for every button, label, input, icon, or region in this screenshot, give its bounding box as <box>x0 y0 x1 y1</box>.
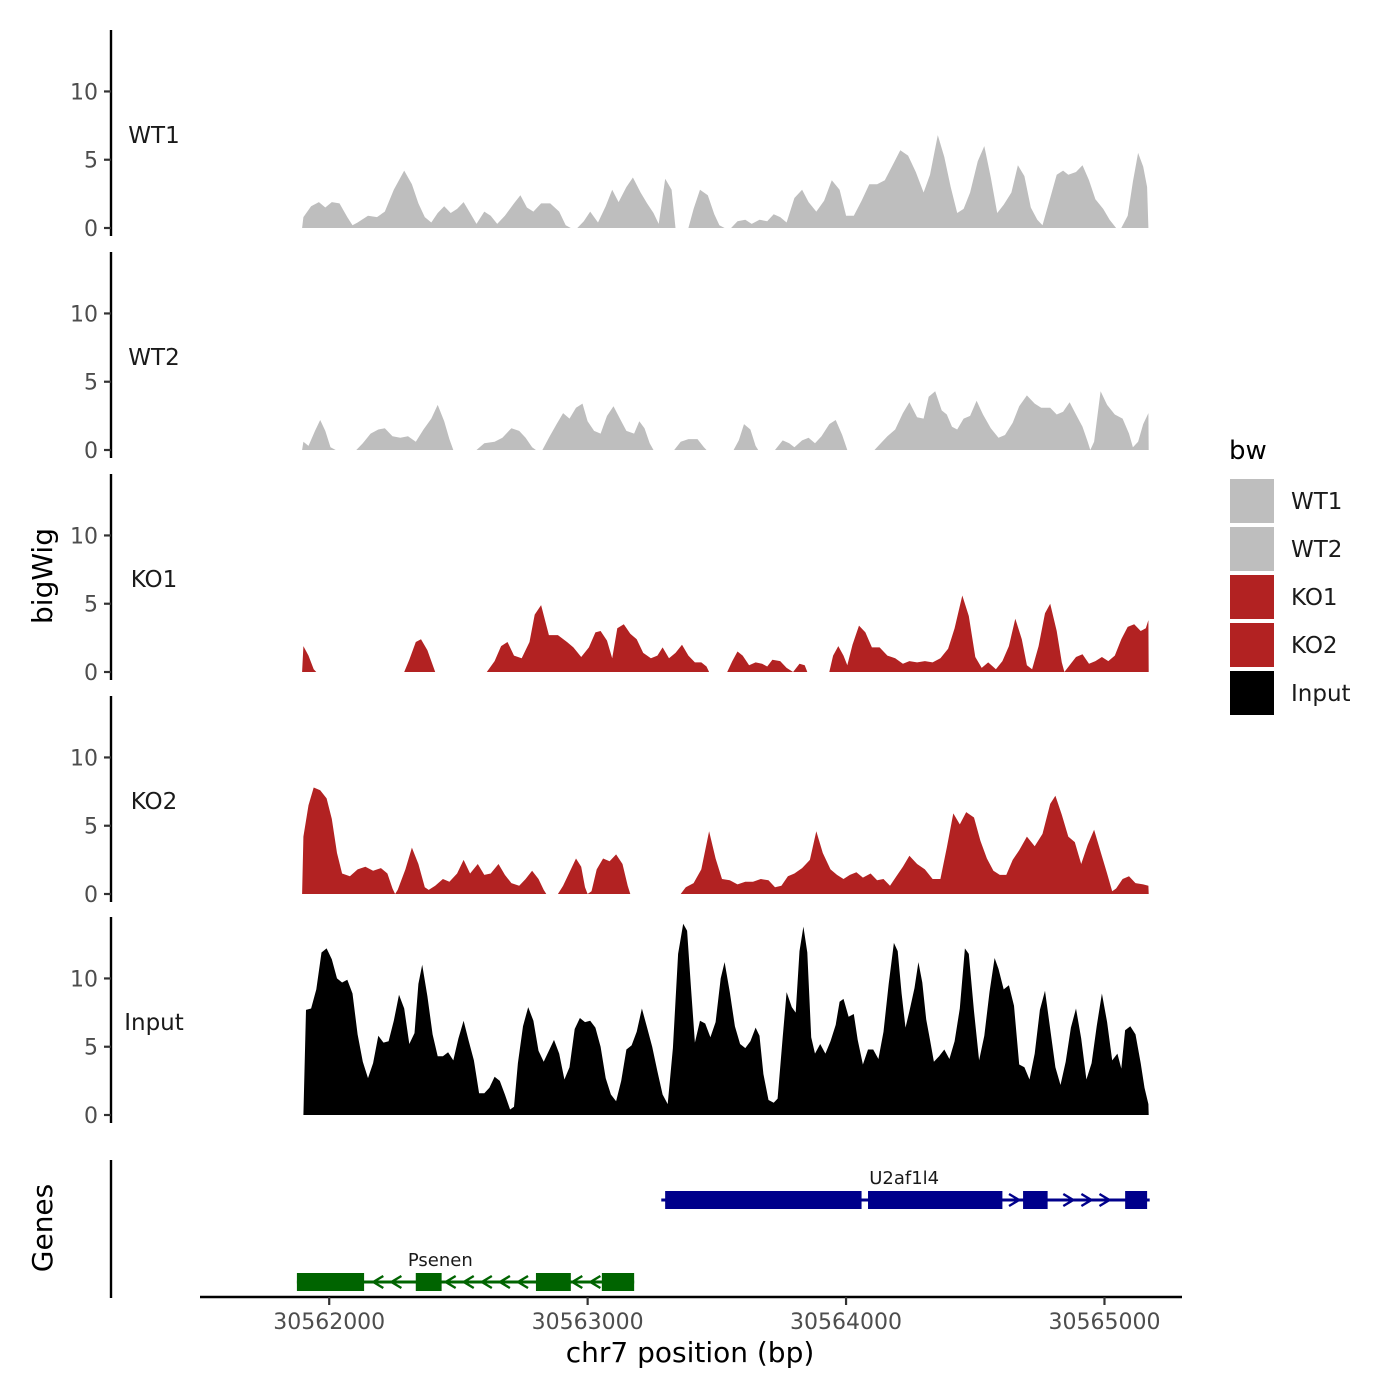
track-label: Input <box>124 1010 184 1036</box>
panel-wt2: 0 5 10 WT2 <box>70 252 1149 464</box>
x-axis: 30562000 30563000 30564000 30565000 <box>200 1295 1182 1335</box>
strand-arrow <box>515 1274 529 1290</box>
legend: bw WT1 WT2 KO1 KO2 Input <box>1229 436 1351 715</box>
gene-exon <box>868 1191 1003 1209</box>
y-axis-title: bigWig <box>26 528 59 624</box>
coverage-area-input <box>303 923 1149 1115</box>
panel-wt1: 0 5 10 WT1 <box>70 30 1149 242</box>
gene-exon <box>665 1191 862 1209</box>
gene-u2af1l4: U2af1l4 <box>661 1168 1150 1209</box>
legend-key-ko1 <box>1230 575 1274 619</box>
gene-label: U2af1l4 <box>869 1168 939 1189</box>
gene-exon <box>1023 1191 1048 1209</box>
y-tick-label: 5 <box>84 1036 98 1061</box>
y-tick-label: 5 <box>84 593 98 618</box>
strand-arrow <box>1080 1192 1094 1208</box>
legend-key-wt1 <box>1230 479 1274 523</box>
gene-track: Psenen U2af1l4 <box>109 1160 1150 1298</box>
y-tick-label: 10 <box>70 302 98 327</box>
track-label: KO2 <box>131 789 178 815</box>
legend-label: WT1 <box>1291 489 1342 515</box>
legend-key-input <box>1230 671 1274 715</box>
genes-axis-title: Genes <box>26 1184 59 1272</box>
coverage-area-wt2 <box>302 391 1149 450</box>
strand-arrow <box>370 1274 384 1290</box>
y-tick-label: 5 <box>84 149 98 174</box>
strand-arrow <box>497 1274 511 1290</box>
panel-input: 0 5 10 Input <box>70 917 1149 1129</box>
y-tick-label: 10 <box>70 746 98 771</box>
coverage-area-ko1 <box>302 595 1149 672</box>
strand-arrow <box>1062 1192 1076 1208</box>
legend-label: KO2 <box>1291 633 1338 659</box>
panel-ko1: 0 5 10 KO1 <box>70 474 1149 686</box>
track-label: WT2 <box>128 345 179 371</box>
legend-label: Input <box>1291 681 1351 707</box>
legend-label: WT2 <box>1291 537 1342 563</box>
y-tick-label: 10 <box>70 524 98 549</box>
gene-exon <box>1125 1191 1148 1209</box>
track-label: KO1 <box>131 567 178 593</box>
x-tick-label: 30565000 <box>1048 1310 1160 1335</box>
x-axis-title: chr7 position (bp) <box>566 1336 815 1369</box>
gene-label: Psenen <box>408 1250 473 1271</box>
legend-label: KO1 <box>1291 585 1338 611</box>
strand-arrow <box>479 1274 493 1290</box>
x-tick-label: 30563000 <box>532 1310 644 1335</box>
y-tick-label: 0 <box>84 883 98 908</box>
coverage-area-wt1 <box>302 135 1149 228</box>
gene-exon <box>415 1273 442 1291</box>
gene-psenen: Psenen <box>296 1250 635 1291</box>
gene-exon <box>601 1273 635 1291</box>
track-panels: 0 5 10 WT1 0 5 10 WT2 0 5 10 KO1 0 5 10 KO2 0 5 10 Input <box>70 30 1149 1129</box>
y-tick-label: 10 <box>70 80 98 105</box>
strand-arrow <box>1098 1192 1112 1208</box>
legend-key-ko2 <box>1230 623 1274 667</box>
panel-ko2: 0 5 10 KO2 <box>70 696 1149 908</box>
coverage-area-ko2 <box>302 787 1149 894</box>
gene-exon <box>296 1273 365 1291</box>
y-tick-label: 0 <box>84 439 98 464</box>
y-tick-label: 0 <box>84 1104 98 1129</box>
y-tick-label: 5 <box>84 371 98 396</box>
y-tick-label: 10 <box>70 967 98 992</box>
strand-arrow <box>389 1274 403 1290</box>
legend-key-wt2 <box>1230 527 1274 571</box>
track-label: WT1 <box>128 123 179 149</box>
gene-exon <box>535 1273 571 1291</box>
strand-arrow <box>588 1274 602 1290</box>
strand-arrow <box>1008 1192 1022 1208</box>
strand-arrow <box>461 1274 475 1290</box>
x-tick-label: 30562000 <box>273 1310 385 1335</box>
y-tick-label: 5 <box>84 815 98 840</box>
y-tick-label: 0 <box>84 217 98 242</box>
y-tick-label: 0 <box>84 661 98 686</box>
legend-title: bw <box>1229 436 1267 466</box>
x-tick-label: 30564000 <box>790 1310 902 1335</box>
strand-arrow <box>569 1274 583 1290</box>
strand-arrow <box>443 1274 457 1290</box>
